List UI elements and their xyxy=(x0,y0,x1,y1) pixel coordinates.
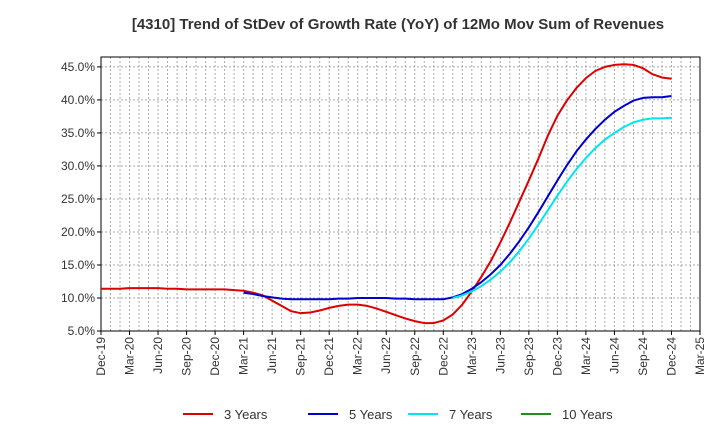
x-tick-label: Sep-22 xyxy=(408,337,422,376)
y-tick-label: 5.0% xyxy=(68,324,96,338)
series-lines xyxy=(101,63,672,325)
y-tick-label: 20.0% xyxy=(61,225,95,239)
x-tick-label: Sep-21 xyxy=(294,337,308,376)
x-tick-label: Dec-20 xyxy=(208,337,222,376)
series-line-7-years xyxy=(452,116,672,299)
x-tick-label: Dec-23 xyxy=(550,337,564,376)
legend-label: 3 Years xyxy=(224,407,268,422)
x-tick-label: Mar-21 xyxy=(237,337,251,375)
x-tick-label: Mar-23 xyxy=(465,337,479,375)
y-tick-label: 45.0% xyxy=(61,60,95,74)
plot-area xyxy=(100,56,701,332)
x-tick-label: Jun-20 xyxy=(151,337,165,374)
y-axis: 5.0% 10.0% 15.0% 20.0% 25.0% 30.0% 35.0% 40.0% 4… xyxy=(61,60,101,338)
x-tick-label: Dec-21 xyxy=(322,337,336,376)
x-tick-label: Mar-24 xyxy=(579,337,593,375)
x-tick-label: Dec-22 xyxy=(436,337,450,376)
x-tick-label: Sep-24 xyxy=(636,337,650,376)
x-tick-label: Jun-22 xyxy=(379,337,393,374)
series-line-3-years xyxy=(101,63,672,325)
x-tick-label: Sep-23 xyxy=(522,337,536,376)
series-line-5-years xyxy=(243,94,672,301)
legend-label: 5 Years xyxy=(349,407,393,422)
x-axis: Dec-19 Mar-20 Jun-20 Sep-20 Dec-20 Mar-21 Jun-… xyxy=(94,331,707,376)
x-tick-label: Mar-20 xyxy=(123,337,137,375)
legend-label: 7 Years xyxy=(449,407,493,422)
legend: 3 Years 5 Years 7 Years 10 Years xyxy=(183,407,613,422)
x-tick-label: Jun-24 xyxy=(607,337,621,374)
grid xyxy=(101,57,700,332)
x-tick-label: Dec-24 xyxy=(664,337,678,376)
y-tick-label: 30.0% xyxy=(61,159,95,173)
y-tick-label: 15.0% xyxy=(61,258,95,272)
chart-title: [4310] Trend of StDev of Growth Rate (Yo… xyxy=(132,16,664,33)
y-tick-label: 25.0% xyxy=(61,192,95,206)
legend-label: 10 Years xyxy=(562,407,613,422)
y-tick-label: 35.0% xyxy=(61,126,95,140)
y-tick-label: 10.0% xyxy=(61,291,95,305)
x-tick-label: Sep-20 xyxy=(180,337,194,376)
x-tick-label: Mar-22 xyxy=(351,337,365,375)
x-tick-label: Jun-21 xyxy=(265,337,279,374)
y-tick-label: 40.0% xyxy=(61,93,95,107)
x-tick-label: Mar-25 xyxy=(693,337,707,375)
x-tick-label: Jun-23 xyxy=(493,337,507,374)
x-tick-label: Dec-19 xyxy=(94,337,108,376)
